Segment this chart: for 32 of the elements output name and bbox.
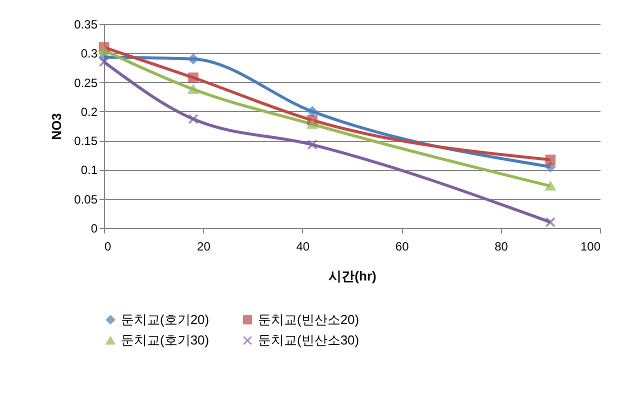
- point: [307, 139, 318, 150]
- legend-label: 둔치교(호기20): [121, 312, 210, 327]
- point: [545, 216, 556, 228]
- x-tick-label: 20: [197, 240, 211, 254]
- point: [188, 54, 198, 64]
- point: [545, 181, 556, 191]
- point: [98, 46, 110, 55]
- point: [188, 114, 198, 124]
- y-axis-title: NO3: [49, 113, 64, 140]
- legend-label: 둔치교(빈산소30): [258, 332, 360, 348]
- point: [545, 154, 556, 165]
- x-tick-label: 0: [104, 240, 112, 254]
- y-tick-label: 0.3: [80, 46, 98, 61]
- legend-label: 둔치교(호기30): [121, 332, 210, 348]
- y-tick-label: 0.05: [74, 192, 98, 206]
- y-tick-label: 0.25: [74, 76, 98, 90]
- y-tick-label: 0.1: [80, 163, 98, 178]
- legend-label: 둔치교(빈산소20): [258, 312, 360, 327]
- y-tick-label: 0.2: [80, 104, 98, 119]
- point: [188, 72, 198, 83]
- y-tick-label: 0.15: [74, 134, 98, 148]
- y-tick-label: 0.35: [74, 18, 98, 32]
- x-tick-label: 100: [580, 240, 601, 254]
- point: [307, 106, 318, 117]
- x-tick-label: 60: [395, 240, 410, 254]
- point: [98, 56, 110, 68]
- x-axis-title: 시간(hr): [328, 268, 376, 284]
- point: [188, 84, 198, 94]
- x-tick-label: 40: [296, 240, 310, 254]
- y-tick-label: 0: [90, 222, 98, 236]
- point: [307, 120, 318, 129]
- x-tick-label: 80: [494, 240, 508, 254]
